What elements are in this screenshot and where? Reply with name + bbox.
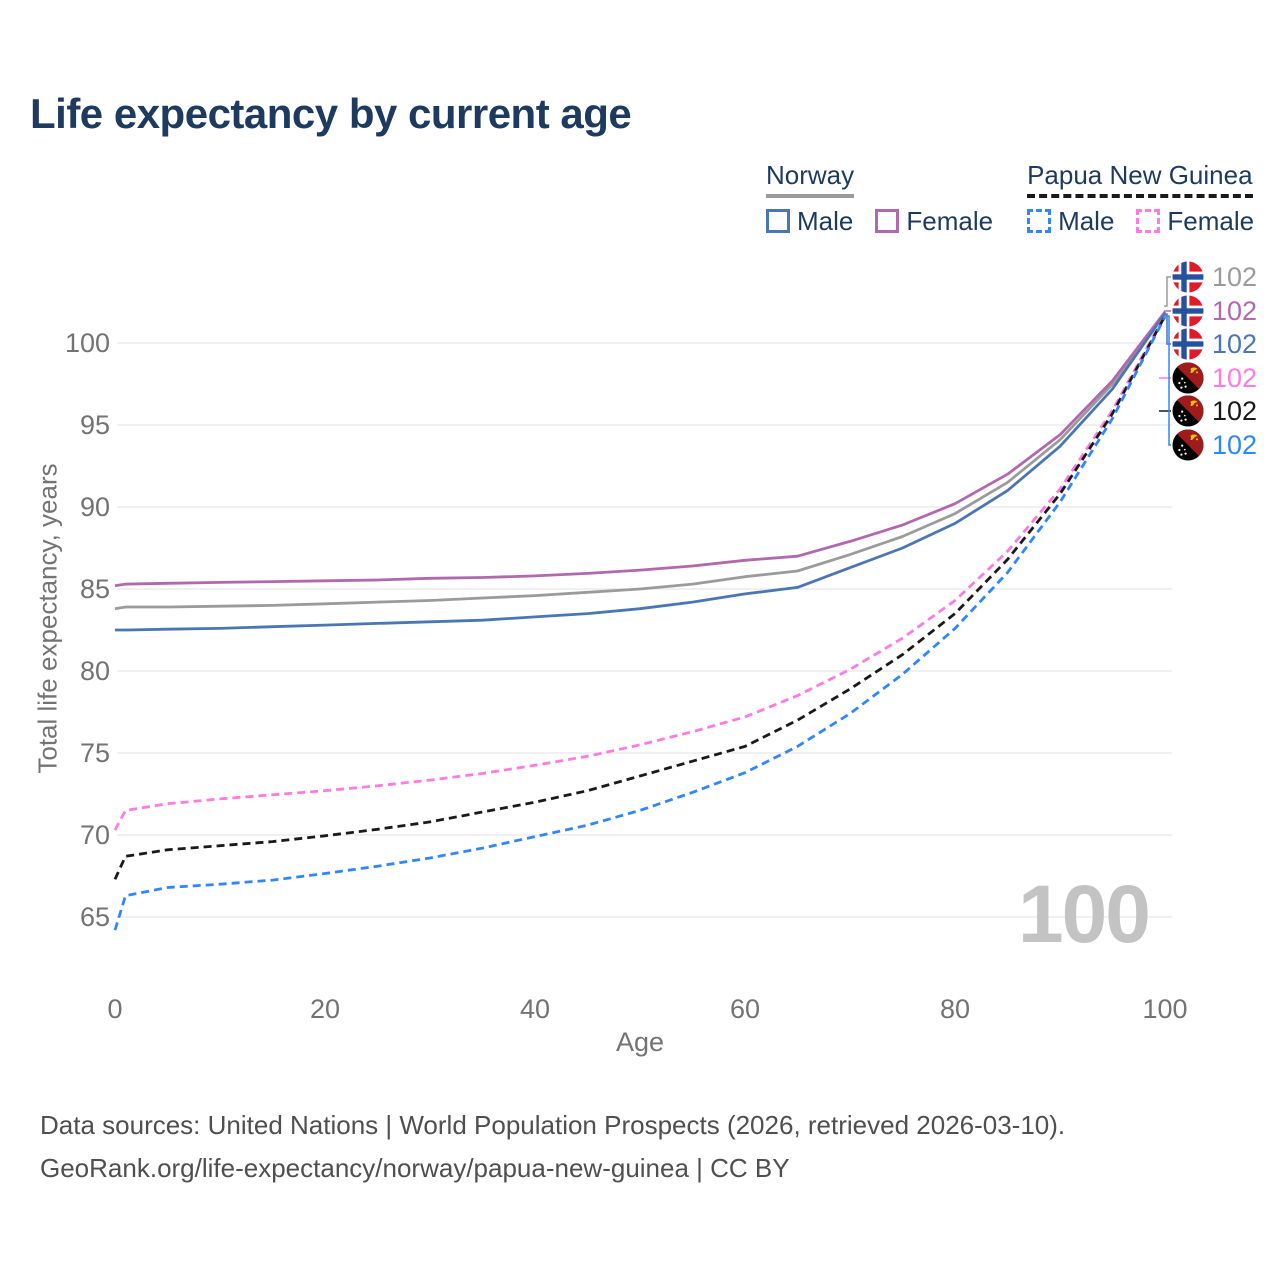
page-title: Life expectancy by current age [30, 90, 632, 137]
legend-item-norway-female[interactable]: Female [875, 207, 993, 235]
end-label-value: 102 [1212, 329, 1258, 359]
x-tick-label: 0 [107, 994, 123, 1024]
series-line-png-total [113, 315, 1167, 880]
legend-item-label: Female [906, 206, 994, 236]
legend-group-title: Norway [766, 161, 855, 198]
y-tick-label: 75 [79, 738, 110, 768]
legend-item-papua-new-guinea-male[interactable]: Male [1027, 207, 1114, 235]
y-tick-label: 65 [79, 902, 110, 932]
series-line-norway-total [114, 311, 1167, 611]
legend: Norway Male Female Papua New Guinea Male Fema… [766, 161, 1254, 235]
y-tick-label: 80 [79, 656, 110, 686]
norway-flag-icon [1172, 261, 1204, 293]
norway-flag-icon [1172, 328, 1204, 360]
series-line-norway-female [114, 310, 1167, 588]
end-label-connector [1164, 276, 1171, 307]
legend-item-papua-new-guinea-female[interactable]: Female [1136, 207, 1254, 235]
end-label-value: 102 [1212, 363, 1258, 393]
end-label-connector [1165, 315, 1171, 446]
end-label-norway-male: 102 [1172, 327, 1257, 361]
x-tick-label: 80 [939, 994, 971, 1024]
series-line-png-female [113, 314, 1167, 831]
x-axis-title: Age [615, 1027, 665, 1057]
footer: Data sources: United Nations | World Pop… [40, 1104, 1065, 1190]
legend-item-norway-male[interactable]: Male [766, 207, 853, 235]
legend-swatch [1027, 209, 1052, 233]
x-tick-label: 40 [519, 994, 551, 1024]
y-tick-label: 100 [64, 328, 110, 358]
current-age-watermark: 100 [1018, 869, 1151, 960]
x-tick-label: 60 [729, 994, 761, 1024]
end-label-png-total: 102 [1172, 394, 1257, 428]
legend-swatch [766, 209, 790, 233]
papua-new-guinea-flag-icon [1172, 429, 1204, 461]
end-label-value: 102 [1212, 396, 1258, 426]
legend-group-papua-new-guinea: Papua New Guinea Male Female [1027, 161, 1254, 235]
legend-group-title: Papua New Guinea [1027, 161, 1253, 198]
norway-flag-icon [1172, 295, 1204, 327]
end-label-norway-total: 102 [1172, 260, 1257, 294]
end-label-value: 102 [1212, 430, 1258, 460]
x-tick-label: 20 [309, 994, 341, 1024]
footer-attribution: GeoRank.org/life-expectancy/norway/papua… [40, 1153, 790, 1183]
legend-swatch [875, 209, 900, 233]
y-tick-label: 95 [79, 410, 110, 440]
papua-new-guinea-flag-icon [1172, 395, 1204, 427]
legend-group-norway: Norway Male Female [766, 161, 993, 235]
x-tick-label: 100 [1142, 994, 1188, 1024]
legend-item-label: Male [1058, 206, 1115, 236]
series-line-png-male [113, 316, 1167, 931]
y-tick-label: 70 [79, 820, 110, 850]
end-label-value: 102 [1212, 262, 1258, 292]
legend-item-label: Female [1167, 206, 1255, 236]
end-label-png-female: 102 [1172, 361, 1257, 395]
series-line-norway-male [115, 312, 1167, 632]
papua-new-guinea-flag-icon [1172, 362, 1204, 394]
footer-data-sources: Data sources: United Nations | World Pop… [40, 1110, 1066, 1140]
y-tick-label: 85 [79, 574, 110, 604]
end-label-value: 102 [1212, 296, 1258, 326]
end-label-png-male: 102 [1172, 428, 1257, 462]
y-axis-title: Total life expectancy, years [32, 463, 63, 774]
end-label-norway-female: 102 [1172, 294, 1257, 328]
legend-swatch [1136, 209, 1161, 233]
y-tick-label: 90 [79, 492, 110, 522]
legend-item-label: Male [797, 206, 854, 236]
end-label-connector [1164, 313, 1171, 345]
